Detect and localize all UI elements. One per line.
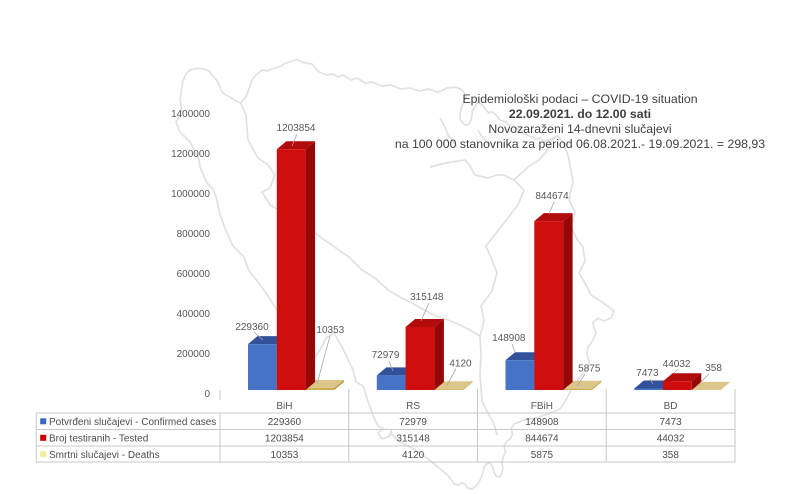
svg-text:72979: 72979 bbox=[372, 350, 400, 361]
svg-text:229360: 229360 bbox=[268, 417, 302, 428]
svg-text:200000: 200000 bbox=[177, 349, 211, 360]
svg-text:800000: 800000 bbox=[177, 229, 211, 240]
svg-text:Smrtni slučajevi - Deaths: Smrtni slučajevi - Deaths bbox=[49, 450, 160, 461]
svg-text:148908: 148908 bbox=[525, 417, 559, 428]
svg-text:4120: 4120 bbox=[402, 450, 425, 461]
svg-text:1203854: 1203854 bbox=[277, 123, 316, 134]
svg-text:148908: 148908 bbox=[492, 333, 526, 344]
svg-text:315148: 315148 bbox=[410, 292, 444, 303]
svg-text:44032: 44032 bbox=[663, 359, 691, 370]
svg-text:Broj testiranih - Tested: Broj testiranih - Tested bbox=[49, 434, 148, 445]
svg-text:844674: 844674 bbox=[525, 434, 559, 445]
svg-text:5875: 5875 bbox=[531, 450, 554, 461]
svg-text:Novozaraženi 14-dnevni slučaje: Novozaraženi 14-dnevni slučajevi bbox=[488, 122, 671, 136]
svg-text:5875: 5875 bbox=[578, 364, 601, 375]
svg-text:400000: 400000 bbox=[177, 309, 211, 320]
svg-text:0: 0 bbox=[204, 389, 210, 400]
svg-text:10353: 10353 bbox=[316, 325, 344, 336]
svg-text:Potvrđeni slučajevi - Confirme: Potvrđeni slučajevi - Confirmed cases bbox=[49, 417, 216, 428]
svg-text:600000: 600000 bbox=[177, 269, 211, 280]
svg-text:44032: 44032 bbox=[657, 434, 685, 445]
svg-text:7473: 7473 bbox=[659, 417, 682, 428]
svg-text:315148: 315148 bbox=[396, 434, 430, 445]
svg-text:358: 358 bbox=[705, 363, 722, 374]
svg-text:Epidemiološki podaci – COVID-1: Epidemiološki podaci – COVID-19 situatio… bbox=[462, 92, 697, 106]
svg-text:FBiH: FBiH bbox=[531, 401, 553, 412]
svg-text:22.09.2021. do 12.00 sati: 22.09.2021. do 12.00 sati bbox=[509, 107, 651, 121]
svg-text:1000000: 1000000 bbox=[171, 189, 210, 200]
svg-text:RS: RS bbox=[406, 401, 420, 412]
svg-text:358: 358 bbox=[662, 450, 679, 461]
svg-text:229360: 229360 bbox=[235, 322, 269, 333]
svg-text:BD: BD bbox=[664, 401, 678, 412]
svg-text:BiH: BiH bbox=[276, 401, 292, 412]
svg-text:na 100 000 stanovnika za perio: na 100 000 stanovnika za period 06.08.20… bbox=[395, 137, 765, 151]
svg-text:1200000: 1200000 bbox=[171, 149, 210, 160]
svg-text:4120: 4120 bbox=[449, 359, 472, 370]
svg-text:1203854: 1203854 bbox=[265, 434, 304, 445]
svg-text:844674: 844674 bbox=[535, 191, 569, 202]
svg-text:72979: 72979 bbox=[399, 417, 427, 428]
svg-text:1400000: 1400000 bbox=[171, 109, 210, 120]
svg-text:7473: 7473 bbox=[636, 368, 659, 379]
svg-text:10353: 10353 bbox=[270, 450, 298, 461]
